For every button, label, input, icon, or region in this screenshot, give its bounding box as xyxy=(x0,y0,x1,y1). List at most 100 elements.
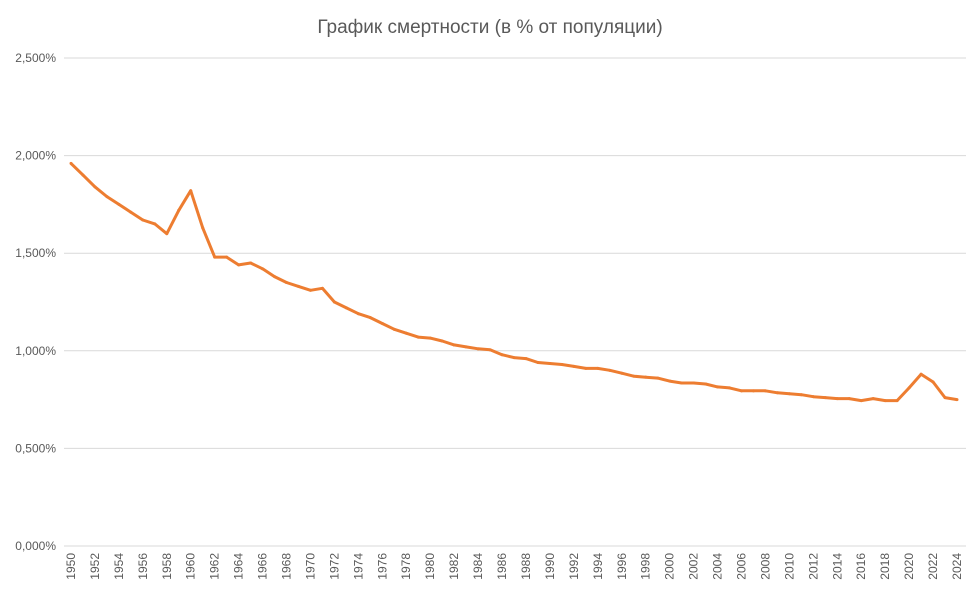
data-point xyxy=(416,335,420,339)
x-tick-label: 1956 xyxy=(136,553,150,580)
data-point xyxy=(249,261,253,265)
data-point xyxy=(536,361,540,365)
x-tick-label: 2018 xyxy=(878,553,892,580)
x-tick-label: 1964 xyxy=(232,553,246,580)
data-point xyxy=(225,255,229,259)
data-point xyxy=(129,210,133,214)
data-point xyxy=(476,347,480,351)
data-point xyxy=(285,280,289,284)
x-tick-label: 2024 xyxy=(950,553,964,580)
x-tick-label: 1982 xyxy=(447,553,461,580)
x-tick-label: 1974 xyxy=(351,553,365,580)
data-point xyxy=(787,392,791,396)
data-point xyxy=(308,288,312,292)
data-point xyxy=(464,345,468,349)
data-point xyxy=(428,336,432,340)
data-point xyxy=(500,353,504,357)
x-tick-label: 1950 xyxy=(64,553,78,580)
data-point xyxy=(356,312,360,316)
mortality-line xyxy=(69,162,958,403)
data-point xyxy=(560,362,564,366)
x-tick-label: 1962 xyxy=(208,553,222,580)
x-tick-label: 1954 xyxy=(112,553,126,580)
x-tick-label: 1986 xyxy=(495,553,509,580)
data-point xyxy=(596,366,600,370)
data-point xyxy=(644,375,648,379)
x-tick-label: 1958 xyxy=(160,553,174,580)
data-point xyxy=(751,389,755,393)
y-tick-label: 2,000% xyxy=(15,149,56,163)
data-point xyxy=(728,386,732,390)
x-tick-label: 2014 xyxy=(830,553,844,580)
x-tick-label: 1968 xyxy=(280,553,294,580)
data-point xyxy=(680,381,684,385)
data-point xyxy=(608,368,612,372)
data-point xyxy=(380,321,384,325)
x-tick-label: 1952 xyxy=(88,553,102,580)
data-point xyxy=(919,372,923,376)
data-point xyxy=(572,364,576,368)
data-point xyxy=(835,397,839,401)
x-tick-label: 1996 xyxy=(615,553,629,580)
data-point xyxy=(189,189,193,193)
data-point xyxy=(692,381,696,385)
data-point xyxy=(799,393,803,397)
x-tick-label: 2008 xyxy=(758,553,772,580)
data-point xyxy=(823,396,827,400)
y-tick-label: 0,500% xyxy=(15,441,56,455)
x-tick-label: 1984 xyxy=(471,553,485,580)
data-point xyxy=(153,222,157,226)
data-point xyxy=(93,185,97,189)
x-tick-label: 1988 xyxy=(519,553,533,580)
y-tick-label: 0,000% xyxy=(15,539,56,553)
data-point xyxy=(213,255,217,259)
data-point xyxy=(955,398,959,402)
chart-title: График смертности (в % от популяции) xyxy=(317,17,662,38)
data-point xyxy=(344,306,348,310)
y-tick-label: 1,500% xyxy=(15,246,56,260)
data-point xyxy=(871,397,875,401)
data-point xyxy=(332,300,336,304)
data-point xyxy=(273,275,277,279)
x-tick-label: 1980 xyxy=(423,553,437,580)
x-tick-label: 2002 xyxy=(687,553,701,580)
data-point xyxy=(620,371,624,375)
data-point xyxy=(69,161,73,165)
x-tick-label: 2022 xyxy=(926,553,940,580)
data-point xyxy=(81,173,85,177)
data-point xyxy=(811,395,815,399)
x-tick-label: 1994 xyxy=(591,553,605,580)
x-tick-label: 2004 xyxy=(711,553,725,580)
x-tick-label: 1998 xyxy=(639,553,653,580)
x-tick-label: 1966 xyxy=(256,553,270,580)
x-tick-label: 2012 xyxy=(806,553,820,580)
x-tick-label: 1960 xyxy=(184,553,198,580)
y-tick-label: 1,000% xyxy=(15,344,56,358)
data-point xyxy=(775,391,779,395)
x-tick-label: 2020 xyxy=(902,553,916,580)
data-point xyxy=(859,399,863,403)
y-tick-label: 2,500% xyxy=(15,51,56,65)
data-point xyxy=(716,385,720,389)
x-tick-label: 1972 xyxy=(327,553,341,580)
data-point xyxy=(704,382,708,386)
x-tick-label: 2000 xyxy=(663,553,677,580)
data-point xyxy=(440,339,444,343)
data-point xyxy=(177,208,181,212)
data-point xyxy=(739,389,743,393)
data-point xyxy=(488,348,492,352)
x-tick-label: 2016 xyxy=(854,553,868,580)
data-point xyxy=(931,380,935,384)
data-point xyxy=(201,226,205,230)
x-tick-label: 1970 xyxy=(303,553,317,580)
data-point xyxy=(632,374,636,378)
data-point xyxy=(452,343,456,347)
data-point xyxy=(320,286,324,290)
data-point xyxy=(943,396,947,400)
data-point xyxy=(895,399,899,403)
data-point xyxy=(117,202,121,206)
x-tick-label: 2010 xyxy=(782,553,796,580)
x-tick-label: 1978 xyxy=(399,553,413,580)
data-point xyxy=(165,232,169,236)
